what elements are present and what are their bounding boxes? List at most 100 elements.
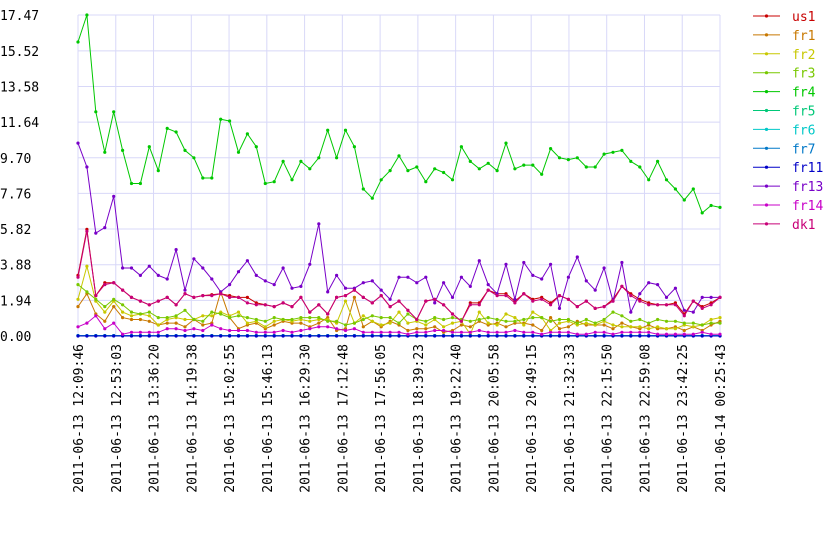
data-point [656,332,660,336]
data-point [656,317,660,322]
data-point [370,279,374,283]
data-point [620,284,624,288]
data-point [129,334,134,338]
data-point [343,334,348,338]
data-point [629,159,633,163]
data-point [183,292,187,296]
data-point [522,292,526,296]
data-point [245,316,249,320]
legend-item-fr1: fr1 [753,29,815,44]
data-point [575,332,579,336]
data-point [228,119,232,123]
data-point [424,275,428,279]
legend: us1 fr1 fr2 fr3 fr4 fr5 fr6 fr7 fr11 fr13 fr14 dk1 [753,10,823,233]
data-point [406,328,410,333]
data-point [620,148,624,152]
data-point [299,284,303,288]
data-point [593,306,597,310]
data-point [76,283,80,287]
data-point [138,299,142,303]
data-point [397,334,401,338]
data-point [272,323,276,327]
x-tick-label: 2011-06-13 21:32:33 [563,344,578,493]
data-point [129,295,134,299]
data-point [121,288,125,292]
data-point [629,330,633,334]
data-point [549,319,553,323]
data-point [112,334,116,338]
data-point [76,305,80,309]
data-point [379,288,383,292]
data-point [540,316,544,320]
data-point [361,325,365,329]
legend-item-fr4: fr4 [753,86,816,101]
data-point [424,180,428,184]
data-point [540,328,544,333]
data-point [433,297,437,301]
data-point [602,334,606,338]
series-fr14 [76,314,722,336]
data-point [76,334,80,338]
data-point [85,321,89,325]
data-point [192,156,196,160]
data-point [486,321,490,325]
data-point [370,319,374,323]
data-point [254,145,258,149]
data-point [121,332,125,336]
series-fr2 [76,264,722,336]
data-point [566,297,571,301]
data-point [450,312,455,316]
data-point [549,262,553,266]
data-point [397,330,401,334]
data-point [611,327,615,331]
data-point [709,332,713,336]
data-point [495,330,499,334]
data-point [406,275,410,279]
data-point [129,181,134,186]
y-tick-label: 0.00 [0,330,31,345]
data-point [201,176,205,180]
data-point [388,297,392,301]
data-point [388,169,392,173]
data-point [549,303,553,307]
data-point [477,334,481,338]
data-point [415,165,419,169]
data-point [290,305,294,309]
data-point [352,321,356,325]
data-point [352,334,356,338]
data-point [129,310,134,314]
data-point [531,163,535,167]
data-point [620,314,624,318]
x-tick-label: 2011-06-14 00:25:43 [714,344,729,493]
data-point [406,169,410,173]
data-point [459,330,463,334]
data-point [504,330,508,334]
data-point [406,321,410,325]
data-point [147,334,151,338]
data-point [584,279,588,283]
data-point [682,321,686,325]
data-point [664,327,669,331]
data-point [549,316,553,320]
data-point [121,266,125,270]
data-point [228,334,232,338]
data-point [647,321,651,325]
x-tick-label: 2011-06-13 14:19:38 [185,344,200,493]
legend-label: fr4 [792,86,816,101]
data-point [531,330,535,334]
data-point [138,317,142,322]
data-point [281,301,285,305]
data-point [450,321,455,325]
legend-item-fr14: fr14 [753,199,823,214]
data-point [682,308,686,312]
data-point [370,196,374,200]
data-point [343,128,348,132]
data-point [522,260,526,265]
data-point [236,314,241,318]
data-point [219,327,223,331]
data-point [183,308,187,312]
data-point [647,330,651,334]
data-point [584,299,588,303]
data-point [459,323,463,327]
data-point [335,156,339,160]
